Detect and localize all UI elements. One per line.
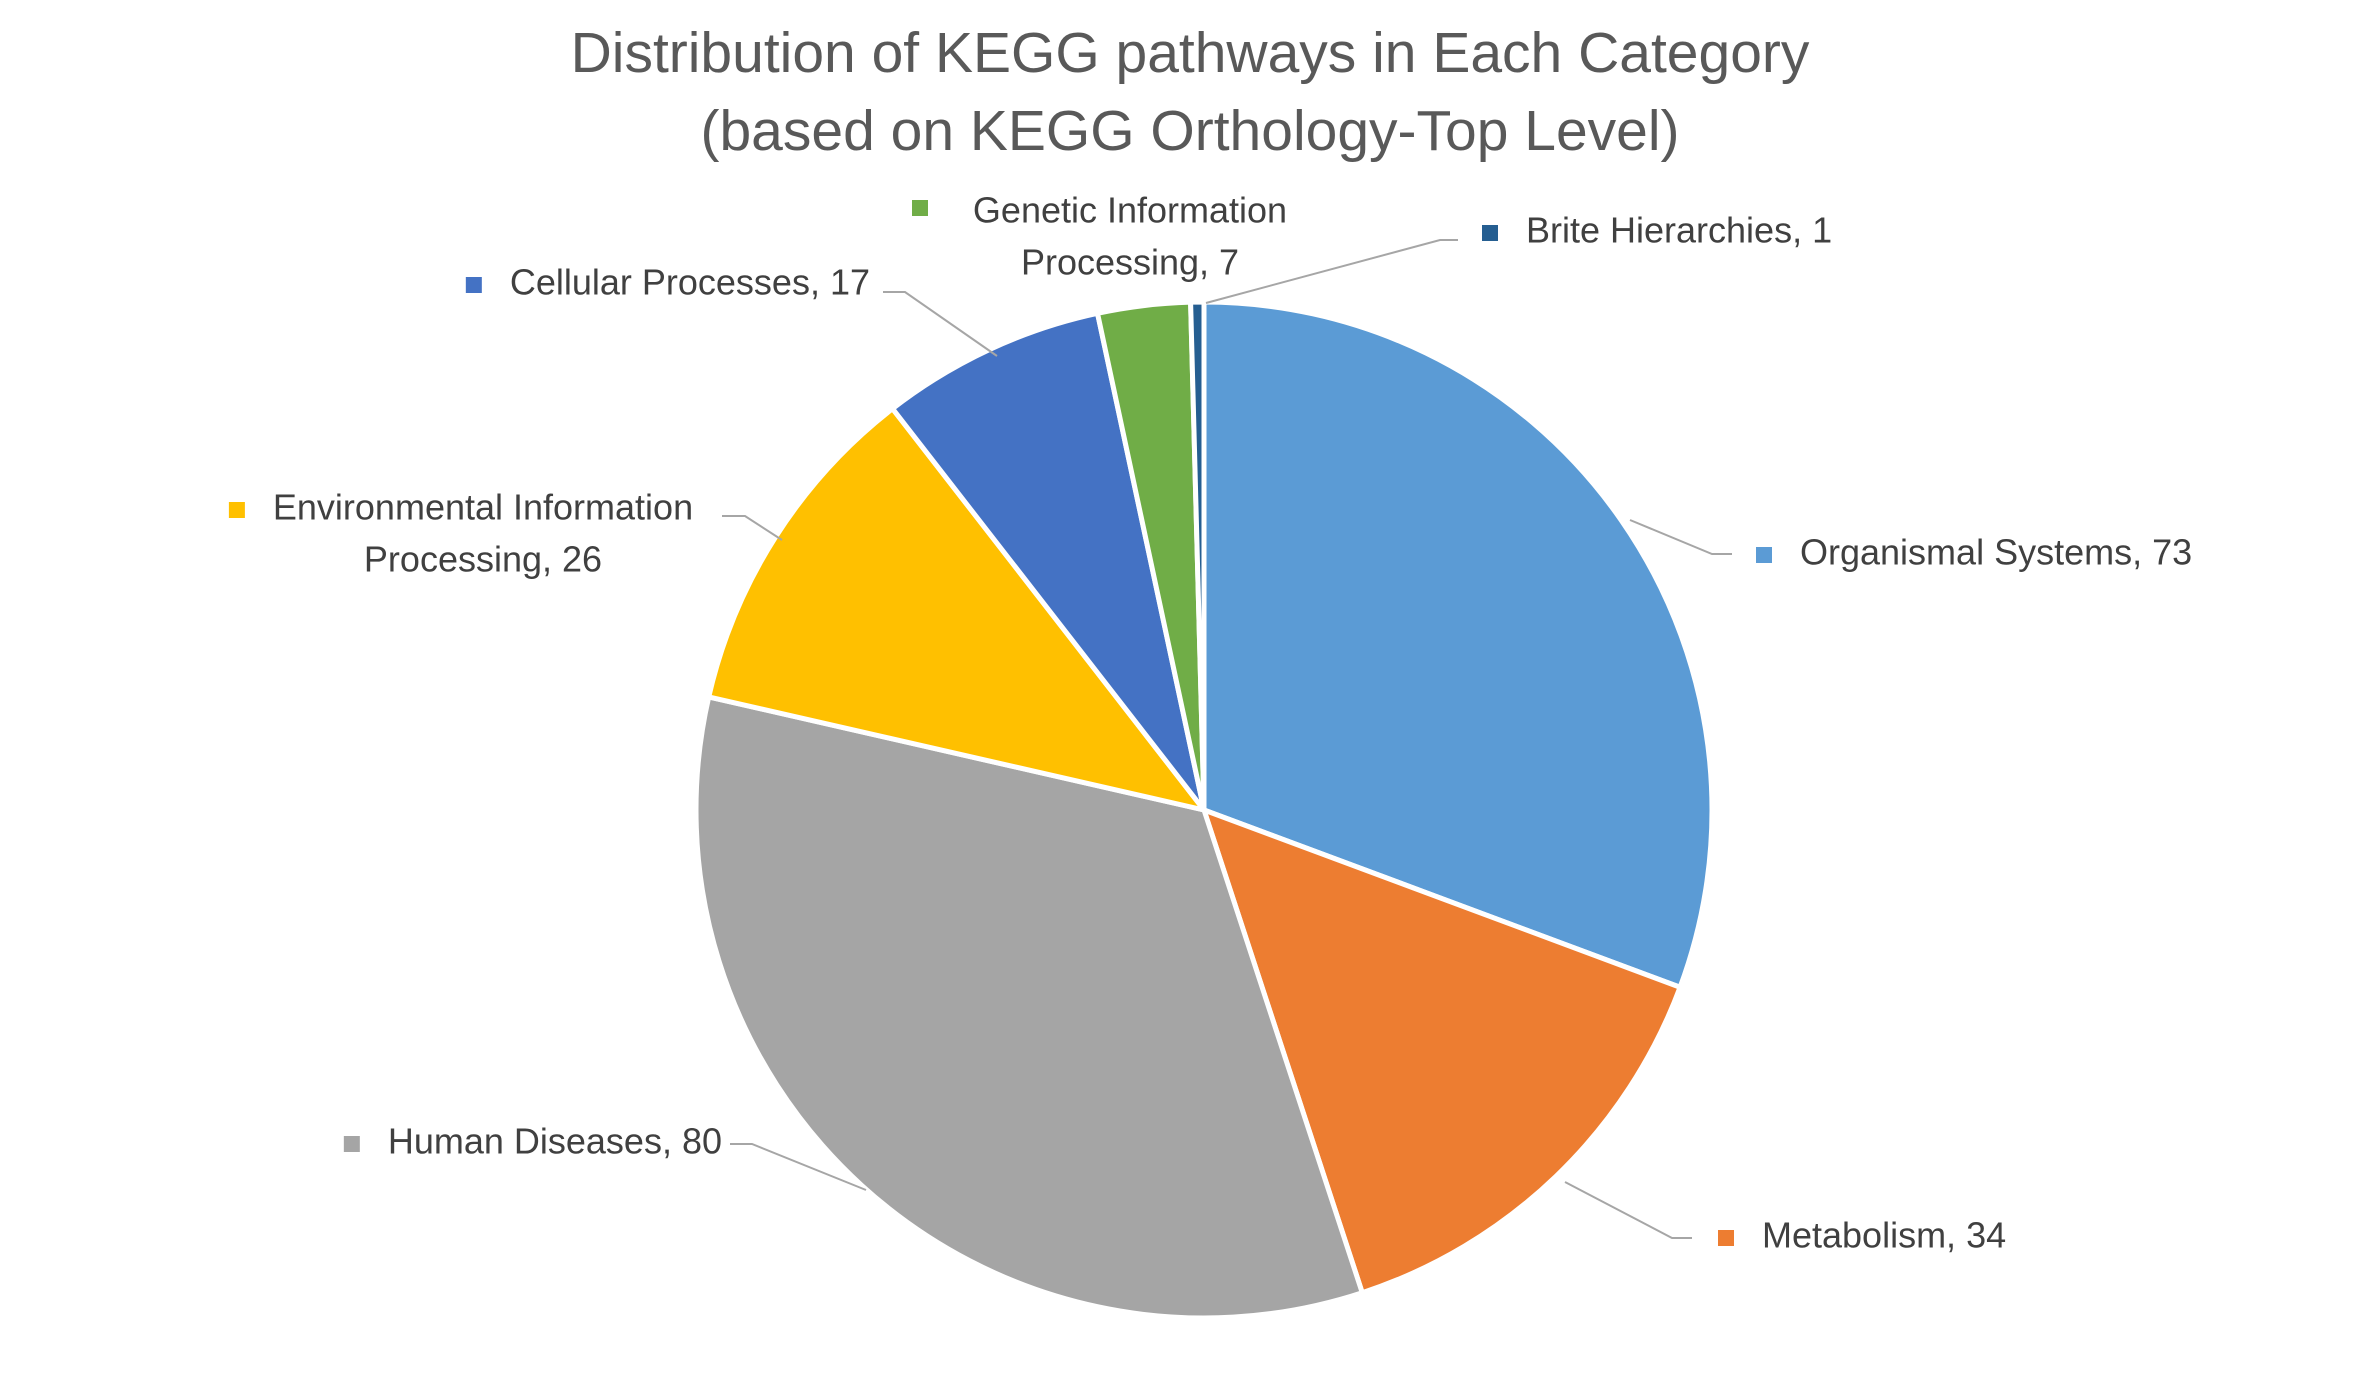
legend-key-brite-hierarchies: [1482, 225, 1498, 241]
pie-slice-cellular-processes: [890, 310, 1207, 813]
pie-slice-human-diseases: [693, 694, 1365, 1321]
leader-line-metabolism: [1564, 1181, 1692, 1239]
data-label-human-diseases: Human Diseases, 80: [388, 1121, 722, 1162]
data-label-environmental-information-processing-line-1: Environmental Information: [273, 487, 693, 528]
chart-title-line-2: (based on KEGG Orthology-Top Level): [700, 99, 1680, 163]
leader-line-brite-hierarchies: [1205, 239, 1458, 304]
legend-key-environmental-information-processing: [228, 502, 245, 518]
pie-slice-brite-hierarchies: [1188, 299, 1207, 813]
pie-data-labels: Organismal Systems, 73 Metabolism, 34 Huma…: [228, 190, 2192, 1256]
leader-line-human-diseases: [730, 1143, 867, 1191]
legend-key-metabolism: [1718, 1230, 1734, 1246]
data-label-organismal-systems: Organismal Systems, 73: [1800, 532, 2192, 573]
data-label-metabolism: Metabolism, 34: [1762, 1215, 2006, 1256]
pie-slices: [693, 299, 1715, 1321]
data-label-environmental-information-processing-line-2: Processing, 26: [364, 539, 602, 580]
legend-key-organismal-systems: [1756, 547, 1772, 563]
chart-title-line-1: Distribution of KEGG pathways in Each Ca…: [570, 21, 1810, 85]
pie-slice-organismal-systems: [1201, 299, 1715, 990]
data-label-cellular-processes: Cellular Processes, 17: [510, 262, 870, 303]
data-label-genetic-information-processing-line-2: Processing, 7: [1021, 242, 1239, 283]
legend-key-cellular-processes: [465, 277, 482, 293]
legend-key-genetic-information-processing: [912, 200, 928, 216]
leader-line-environmental-information-processing: [722, 515, 783, 541]
legend-key-human-diseases: [343, 1136, 360, 1152]
data-label-brite-hierarchies: Brite Hierarchies, 1: [1526, 210, 1832, 251]
data-label-genetic-information-processing-line-1: Genetic Information: [973, 190, 1287, 231]
leader-line-organismal-systems: [1629, 519, 1732, 555]
leader-line-cellular-processes: [883, 291, 998, 357]
